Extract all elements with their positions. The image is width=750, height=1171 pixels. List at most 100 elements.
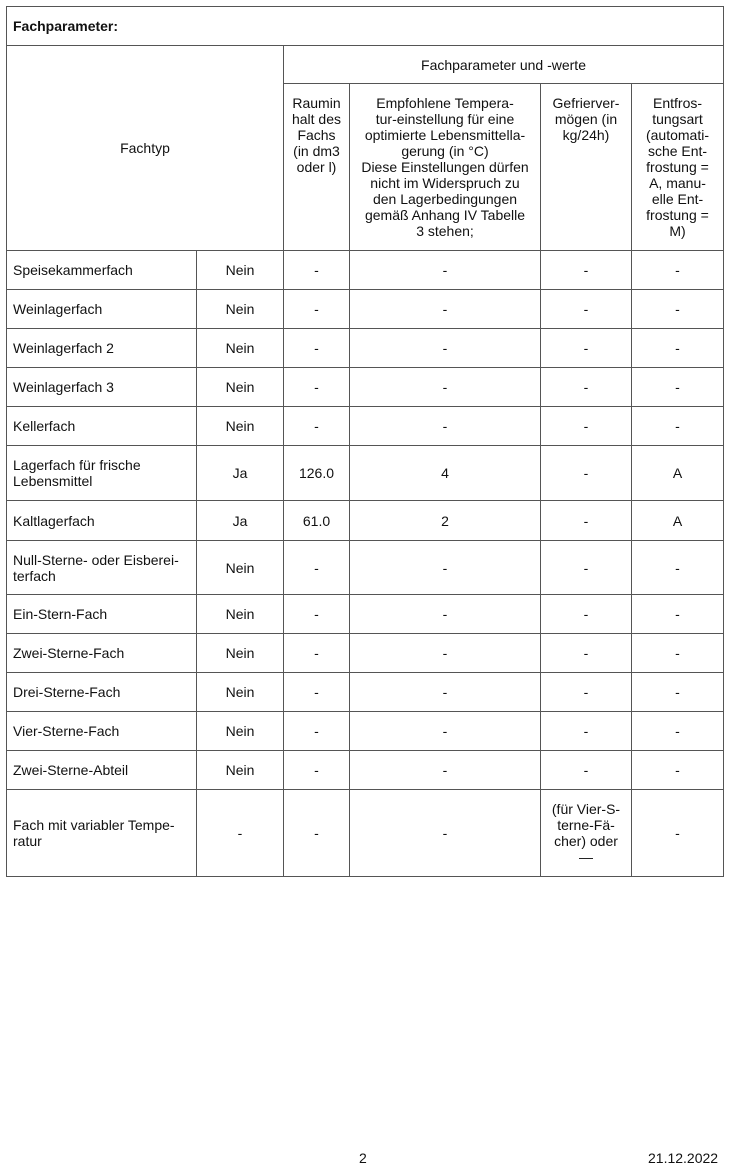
header-volume: Raumin halt des Fachs (in dm3 oder l) xyxy=(283,83,350,251)
defrost-value: - xyxy=(630,406,725,446)
defrost-value: - xyxy=(630,289,725,329)
header-fachtyp: Fachtyp xyxy=(6,45,284,251)
defrost-value: A xyxy=(630,500,725,541)
freezing-capacity-value: - xyxy=(540,406,632,446)
table-row: Weinlagerfach Nein - - - - xyxy=(6,289,725,329)
freezing-capacity-value: - xyxy=(540,711,632,751)
temperature-value: - xyxy=(349,633,541,673)
temperature-value: - xyxy=(349,594,541,634)
compartment-name: Vier-Sterne-Fach xyxy=(6,711,197,751)
volume-value: - xyxy=(283,633,350,673)
present-value: - xyxy=(196,789,284,877)
freezing-capacity-value: - xyxy=(540,289,632,329)
present-value: Ja xyxy=(196,500,284,541)
temperature-value: - xyxy=(349,250,541,290)
compartment-name: Weinlagerfach 2 xyxy=(6,328,197,368)
volume-value: 61.0 xyxy=(283,500,350,541)
freezing-capacity-value: - xyxy=(540,328,632,368)
freezing-capacity-value: - xyxy=(540,750,632,790)
defrost-value: - xyxy=(630,789,725,877)
defrost-value: - xyxy=(630,672,725,712)
present-value: Nein xyxy=(196,367,284,407)
header-group: Fachparameter und -werte xyxy=(282,45,725,84)
freezing-capacity-value: - xyxy=(540,250,632,290)
freezing-capacity-value: - xyxy=(540,594,632,634)
volume-value: - xyxy=(283,672,350,712)
footer-date: 21.12.2022 xyxy=(648,1150,719,1166)
volume-value: - xyxy=(283,328,350,368)
compartment-name: Kellerfach xyxy=(6,406,197,446)
temperature-value: - xyxy=(349,406,541,446)
freezing-capacity-value: - xyxy=(540,633,632,673)
volume-value: - xyxy=(283,750,350,790)
defrost-value: - xyxy=(630,711,725,751)
table-row: Kellerfach Nein - - - - xyxy=(6,406,725,446)
compartment-name: Null-Sterne- oder Eisberei- terfach xyxy=(6,540,197,595)
compartment-name: Drei-Sterne-Fach xyxy=(6,672,197,712)
defrost-value: - xyxy=(630,328,725,368)
temperature-value: - xyxy=(349,367,541,407)
freezing-capacity-value: (für Vier-S- terne-Fä- cher) oder — xyxy=(540,789,632,877)
table-title: Fachparameter: xyxy=(5,6,725,46)
compartment-name: Weinlagerfach xyxy=(6,289,197,329)
volume-value: - xyxy=(283,406,350,446)
temperature-value: - xyxy=(349,789,541,877)
volume-value: - xyxy=(283,540,350,595)
compartment-name: Fach mit variabler Tempe- ratur xyxy=(6,789,197,877)
header-freezing-capacity: Gefrierver- mögen (in kg/24h) xyxy=(540,83,632,251)
compartment-name: Speisekammerfach xyxy=(6,250,197,290)
defrost-value: - xyxy=(630,594,725,634)
page-number: 2 xyxy=(359,1150,367,1166)
compartment-name: Zwei-Sterne-Abteil xyxy=(6,750,197,790)
volume-value: - xyxy=(283,367,350,407)
present-value: Nein xyxy=(196,633,284,673)
freezing-capacity-value: - xyxy=(540,672,632,712)
defrost-value: - xyxy=(630,750,725,790)
temperature-value: - xyxy=(349,672,541,712)
header-defrost-type: Entfros- tungsart (automati- sche Ent- f… xyxy=(630,83,725,251)
present-value: Nein xyxy=(196,289,284,329)
present-value: Nein xyxy=(196,750,284,790)
defrost-value: - xyxy=(630,367,725,407)
temperature-value: - xyxy=(349,711,541,751)
volume-value: - xyxy=(283,250,350,290)
volume-value: - xyxy=(283,289,350,329)
table-row: Ein-Stern-Fach Nein - - - - xyxy=(6,594,725,634)
compartment-name: Lagerfach für frische Lebensmittel xyxy=(6,445,197,501)
present-value: Ja xyxy=(196,445,284,501)
volume-value: 126.0 xyxy=(283,445,350,501)
volume-value: - xyxy=(283,594,350,634)
compartment-name: Kaltlagerfach xyxy=(6,500,197,541)
compartment-name: Ein-Stern-Fach xyxy=(6,594,197,634)
freezing-capacity-value: - xyxy=(540,540,632,595)
freezing-capacity-value: - xyxy=(540,500,632,541)
volume-value: - xyxy=(283,789,350,877)
defrost-value: - xyxy=(630,540,725,595)
temperature-value: - xyxy=(349,750,541,790)
temperature-value: - xyxy=(349,540,541,595)
header-temperature: Empfohlene Tempera- tur-einstellung für … xyxy=(349,83,541,251)
defrost-value: - xyxy=(630,250,725,290)
table-row: Kaltlagerfach Ja 61.0 2- A xyxy=(6,500,725,541)
temperature-value: - xyxy=(349,328,541,368)
table-row: Fach mit variabler Tempe- ratur - - - (für … xyxy=(6,789,725,877)
freezing-capacity-value: - xyxy=(540,445,632,501)
table-row: Null-Sterne- oder Eisberei- terfach Nein -… xyxy=(6,540,725,595)
compartment-name: Zwei-Sterne-Fach xyxy=(6,633,197,673)
temperature-value: 4 xyxy=(349,445,541,501)
defrost-value: - xyxy=(630,633,725,673)
table-row: Speisekammerfach Nein - - - - xyxy=(6,250,725,290)
volume-value: - xyxy=(283,711,350,751)
table-row: Weinlagerfach 3 Nein - - - - xyxy=(6,367,725,407)
present-value: Nein xyxy=(196,540,284,595)
table-row: Zwei-Sterne-Abteil Nein - - - - xyxy=(6,750,725,790)
compartment-name: Weinlagerfach 3 xyxy=(6,367,197,407)
temperature-value: - xyxy=(349,289,541,329)
table-row: Lagerfach für frische Lebensmittel Ja 126.… xyxy=(6,445,725,501)
table-row: Drei-Sterne-Fach Nein - - - - xyxy=(6,672,725,712)
table-row: Zwei-Sterne-Fach Nein - - - - xyxy=(6,633,725,673)
present-value: Nein xyxy=(196,328,284,368)
temperature-value: 2 xyxy=(349,500,541,541)
table-row: Vier-Sterne-Fach Nein - - - - xyxy=(6,711,725,751)
present-value: Nein xyxy=(196,594,284,634)
